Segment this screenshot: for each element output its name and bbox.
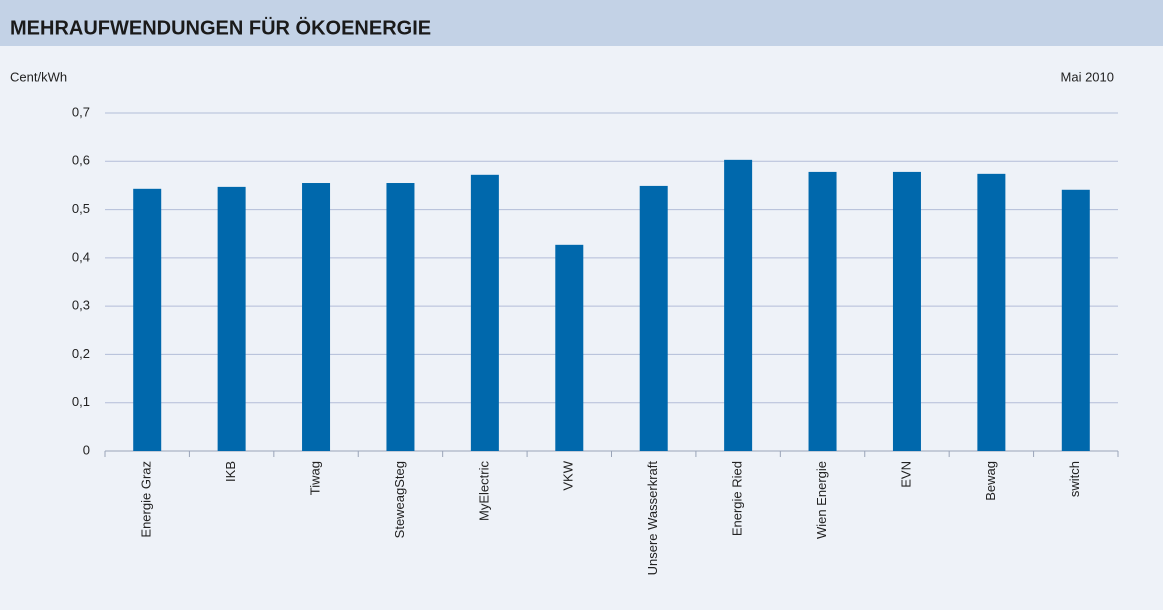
- y-tick-label: 0: [83, 442, 90, 457]
- x-tick-label: Bewag: [983, 461, 998, 501]
- x-tick-label: Energie Ried: [730, 461, 745, 536]
- x-tick-label: Unsere Wasserkraft: [645, 461, 660, 576]
- bar: [639, 185, 668, 451]
- x-tick-label: EVN: [898, 461, 913, 488]
- x-tick-label: MyElectric: [476, 461, 491, 521]
- x-tick-label: VKW: [561, 460, 576, 490]
- x-tick-label: switch: [1067, 461, 1082, 497]
- bar: [977, 173, 1006, 451]
- annotation: Mai 2010: [1061, 69, 1114, 84]
- x-tick-label: SteweagSteg: [392, 461, 407, 538]
- y-tick-label: 0,7: [72, 104, 90, 119]
- bar: [555, 244, 584, 451]
- bar: [217, 186, 246, 451]
- bar: [386, 183, 415, 451]
- x-tick-label: Tiwag: [307, 461, 322, 495]
- y-tick-label: 0,4: [72, 249, 90, 264]
- bar: [892, 171, 921, 451]
- x-tick-label: Energie Graz: [139, 461, 154, 538]
- bar: [470, 174, 499, 451]
- x-tick-label: Wien Energie: [814, 461, 829, 539]
- y-tick-label: 0,2: [72, 346, 90, 361]
- bar: [724, 159, 753, 451]
- bar: [302, 183, 331, 451]
- x-tick-label: IKB: [223, 461, 238, 482]
- y-tick-label: 0,5: [72, 201, 90, 216]
- bar: [133, 188, 162, 451]
- bar: [1061, 189, 1090, 451]
- y-axis-label: Cent/kWh: [10, 69, 67, 84]
- header-band: [0, 0, 1163, 46]
- y-tick-label: 0,1: [72, 394, 90, 409]
- y-tick-label: 0,6: [72, 153, 90, 168]
- bar: [808, 171, 837, 451]
- chart-title: MEHRAUFWENDUNGEN FÜR ÖKOENERGIE: [10, 16, 431, 39]
- y-tick-label: 0,3: [72, 298, 90, 313]
